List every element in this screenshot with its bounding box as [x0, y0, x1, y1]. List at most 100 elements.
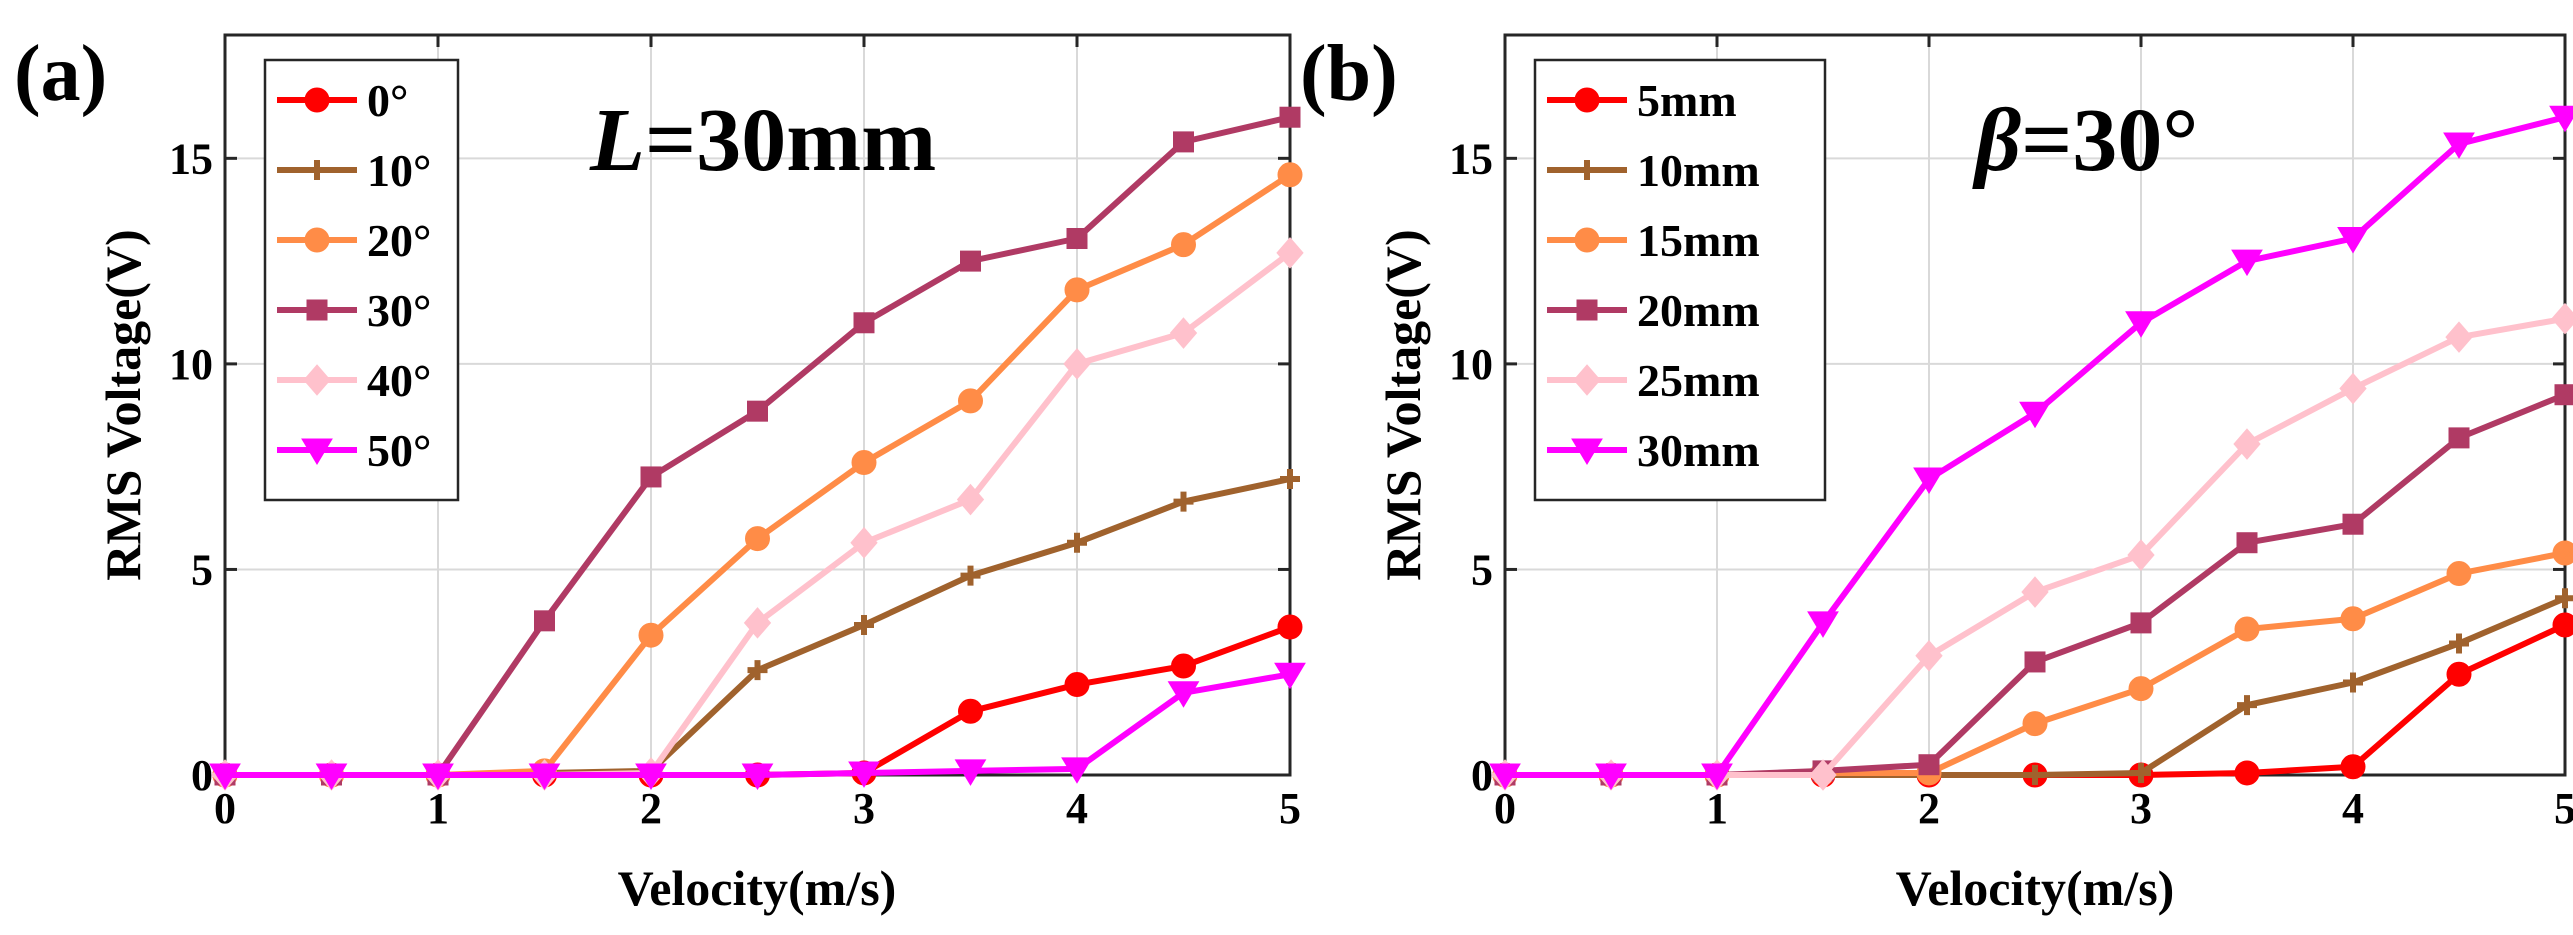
chart-panel-b: 0 1 2 3 4 5 0 5 10 15 Velocity(m/s) RMS Voltage(V) (…	[1300, 30, 2573, 916]
data-point	[956, 483, 985, 516]
legend-box	[263, 58, 460, 502]
data-point	[2448, 427, 2470, 449]
legend-swatch-marker	[1574, 87, 1600, 113]
annotation: L=30mm	[589, 91, 936, 190]
legend-swatch-marker	[307, 160, 327, 180]
data-point	[2125, 311, 2157, 338]
data-point	[2446, 561, 2472, 587]
legend-swatch-marker	[306, 299, 328, 321]
x-tick-label: 2	[640, 784, 662, 833]
data-point	[1595, 763, 1627, 790]
data-point	[534, 610, 555, 632]
data-point	[960, 250, 981, 272]
data-point	[2130, 612, 2152, 634]
data-point	[1064, 672, 1090, 698]
data-point	[2231, 249, 2263, 277]
data-point	[2445, 321, 2473, 353]
data-point	[958, 698, 983, 724]
data-point	[851, 450, 877, 476]
legend-swatch-marker	[304, 227, 330, 253]
annotation-value: =30°	[2021, 91, 2198, 190]
data-point	[315, 763, 348, 790]
data-point	[2343, 672, 2363, 693]
x-axis-label: Velocity(m/s)	[618, 860, 897, 916]
legend-label: 10mm	[1637, 145, 1760, 196]
data-point	[2552, 540, 2573, 566]
data-point	[1063, 348, 1091, 380]
data-point	[2019, 401, 2051, 429]
x-tick-label: 5	[2554, 784, 2573, 833]
data-point	[1167, 681, 1200, 708]
legend-label: 0°	[367, 75, 408, 126]
data-point	[2342, 513, 2364, 535]
legend-swatch-marker	[1577, 160, 1597, 180]
data-point	[2552, 612, 2573, 638]
data-point	[743, 607, 772, 639]
legend: 0° 10° 20° 30° 40° 50°	[263, 58, 460, 502]
data-point	[1277, 162, 1303, 188]
legend-box	[1533, 58, 1827, 502]
legend-swatch-marker	[1576, 299, 1598, 321]
data-point	[528, 763, 561, 790]
legend: 5mm 10mm 15mm 20mm 25mm 30mm	[1533, 58, 1827, 502]
annotation: β=30°	[1972, 91, 2198, 190]
data-point	[1913, 467, 1945, 494]
data-point	[2234, 760, 2260, 786]
data-point	[1279, 106, 1301, 128]
data-point	[854, 614, 874, 635]
data-point	[2449, 633, 2469, 654]
x-tick-label: 1	[1706, 784, 1728, 833]
data-point	[741, 763, 774, 790]
x-tick-label: 5	[1279, 784, 1301, 833]
x-tick-label: 2	[1918, 784, 1940, 833]
data-point	[1277, 614, 1303, 640]
data-point	[747, 660, 768, 681]
data-point	[422, 763, 454, 790]
data-point	[635, 763, 667, 790]
data-point	[2128, 676, 2154, 702]
legend-label: 10°	[367, 145, 431, 196]
y-tick-label: 15	[169, 134, 213, 183]
x-tick-label: 4	[1066, 784, 1088, 833]
data-point	[2339, 372, 2367, 405]
data-point	[853, 312, 875, 334]
data-point	[1807, 611, 1839, 638]
data-point	[1809, 759, 1837, 791]
data-point	[1701, 763, 1733, 790]
legend-swatch-marker	[1574, 227, 1600, 253]
data-point	[2234, 616, 2260, 642]
data-point	[1064, 277, 1090, 303]
legend-swatch-marker	[301, 438, 333, 465]
legend-label: 15mm	[1637, 215, 1760, 266]
data-point	[848, 761, 880, 788]
annotation-value: =30mm	[645, 91, 936, 190]
data-point	[2446, 661, 2472, 687]
data-point	[745, 526, 770, 552]
chart-panel-a: 0 1 2 3 4 5 0 5 10 15 Velocity(m/s) RMS Voltage(V) (…	[14, 30, 1306, 916]
legend-label: 5mm	[1637, 75, 1737, 126]
data-point	[2340, 754, 2366, 780]
legend-label: 30°	[367, 285, 431, 336]
y-tick-label: 0	[191, 751, 213, 800]
data-point	[1915, 640, 1943, 672]
data-point	[1171, 653, 1196, 679]
series-50°	[209, 662, 1306, 790]
x-tick-label: 0	[214, 784, 236, 833]
data-point	[1274, 662, 1306, 690]
y-tick-label: 5	[191, 545, 213, 594]
data-point	[2131, 762, 2151, 783]
x-tick-label: 1	[427, 784, 449, 833]
data-point	[1173, 131, 1194, 153]
data-point	[2551, 302, 2573, 335]
data-point	[1280, 469, 1300, 489]
x-tick-label: 3	[853, 784, 875, 833]
legend-label: 20mm	[1637, 285, 1760, 336]
legend-swatch-marker	[303, 364, 331, 396]
data-point	[209, 763, 241, 790]
data-point	[1276, 237, 1304, 269]
panel-label: (a)	[14, 30, 107, 118]
legend-label: 50°	[367, 425, 431, 476]
data-point	[2025, 765, 2045, 785]
